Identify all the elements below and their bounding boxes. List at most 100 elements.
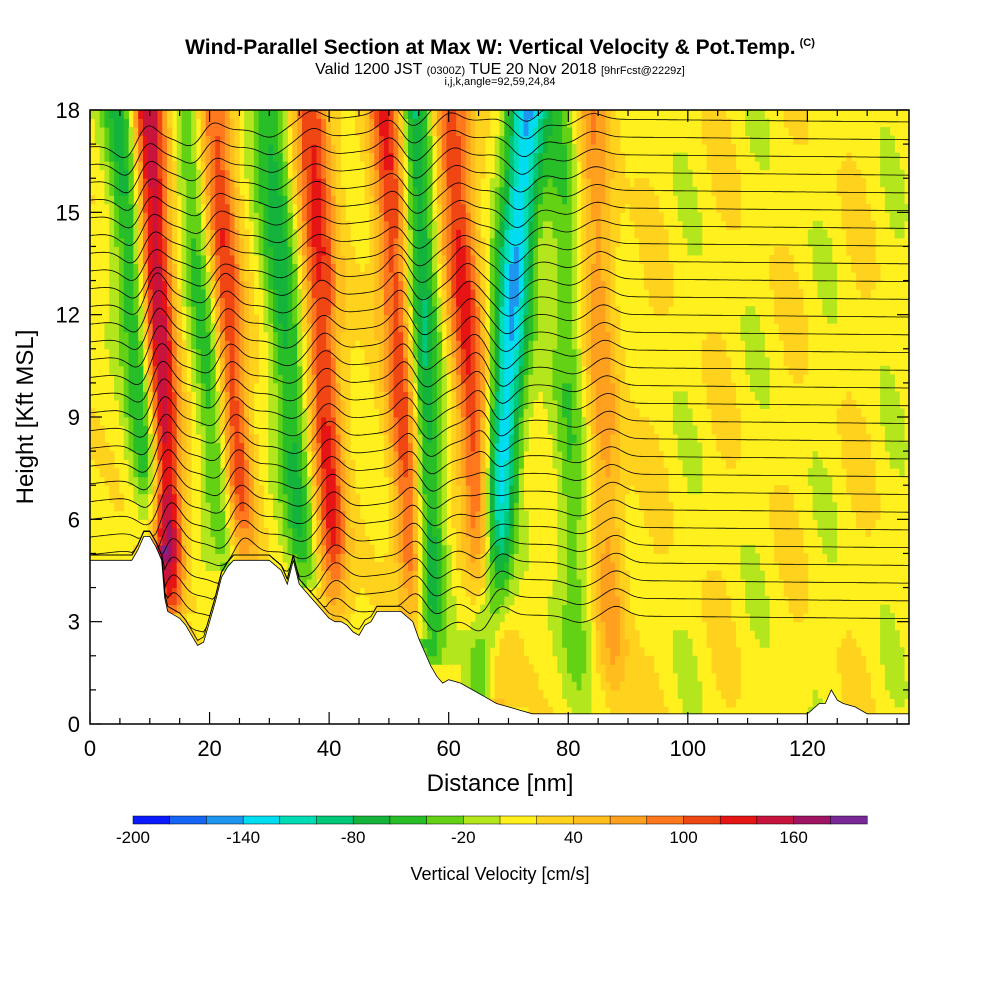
velocity-cell [171, 272, 178, 282]
velocity-cell [388, 144, 394, 154]
velocity-cell [605, 323, 616, 333]
velocity-cell [388, 254, 394, 264]
velocity-cell [581, 579, 587, 589]
velocity-cell [432, 425, 438, 435]
velocity-cell [605, 289, 611, 299]
velocity-cell [586, 220, 597, 230]
velocity-cell [465, 135, 471, 145]
velocity-cell [297, 178, 303, 188]
velocity-cell [460, 161, 467, 171]
velocity-cell [538, 127, 544, 137]
velocity-cell [152, 195, 158, 205]
velocity-cell [774, 314, 809, 324]
velocity-cell [451, 220, 467, 230]
velocity-cell [533, 178, 539, 188]
velocity-cell [489, 553, 496, 563]
velocity-cell [248, 289, 255, 299]
velocity-cell [412, 519, 418, 529]
colorbar-swatch [536, 815, 574, 825]
velocity-cell [432, 365, 438, 375]
velocity-cell [586, 229, 597, 239]
velocity-cell [244, 382, 250, 392]
velocity-cell [403, 348, 409, 358]
velocity-cell [465, 451, 481, 461]
velocity-cell [422, 382, 433, 392]
velocity-cell [171, 314, 178, 324]
velocity-cell [181, 442, 187, 452]
velocity-cell [436, 135, 443, 145]
velocity-cell [518, 382, 524, 392]
velocity-cell [118, 306, 125, 316]
velocity-cell [485, 340, 491, 350]
velocity-cell [181, 220, 187, 230]
velocity-cell [388, 246, 394, 256]
y-tick-label: 15 [56, 200, 80, 225]
velocity-cell [359, 135, 366, 145]
velocity-cell [186, 570, 192, 580]
velocity-cell [340, 220, 351, 230]
velocity-cell [576, 544, 587, 554]
velocity-cell [523, 246, 529, 256]
velocity-cell [326, 331, 332, 341]
velocity-cell [562, 681, 577, 691]
velocity-cell [513, 493, 520, 503]
velocity-cell [229, 382, 235, 392]
velocity-cell [504, 579, 510, 589]
velocity-cell [167, 178, 173, 188]
velocity-cell [465, 408, 476, 418]
velocity-cell [841, 442, 871, 452]
velocity-cell [615, 382, 621, 392]
velocity-cell [509, 493, 515, 503]
velocity-cell [176, 382, 182, 392]
velocity-cell [326, 195, 332, 205]
velocity-cell [316, 110, 322, 120]
velocity-cell [538, 195, 544, 205]
velocity-cell [475, 280, 481, 290]
velocity-cell [220, 237, 226, 247]
velocity-cell [451, 186, 462, 196]
velocity-cell [171, 348, 178, 358]
velocity-cell [186, 263, 192, 273]
velocity-cell [268, 314, 274, 324]
velocity-cell [220, 272, 235, 282]
velocity-cell [398, 570, 404, 580]
velocity-cell [470, 493, 481, 503]
velocity-cell [615, 502, 626, 512]
velocity-cell [277, 527, 284, 537]
velocity-cell [581, 135, 587, 145]
velocity-cell [407, 152, 414, 162]
velocity-cell [769, 510, 799, 520]
velocity-cell [436, 118, 443, 128]
velocity-cell [422, 118, 428, 128]
velocity-cell [465, 186, 471, 196]
velocity-cell [581, 340, 587, 350]
velocity-cell [460, 323, 471, 333]
velocity-cell [316, 169, 322, 179]
velocity-cell [128, 391, 144, 401]
velocity-cell [210, 220, 216, 230]
velocity-cell [499, 246, 505, 256]
velocity-cell [412, 314, 418, 324]
velocity-cell [388, 544, 394, 554]
velocity-cell [432, 527, 443, 537]
velocity-cell [672, 408, 693, 418]
velocity-cell [480, 459, 486, 469]
velocity-cell [600, 630, 606, 640]
velocity-cell [282, 468, 288, 478]
velocity-cell [841, 161, 857, 171]
velocity-cell [538, 272, 558, 282]
velocity-cell [557, 664, 568, 674]
velocity-cell [595, 510, 616, 520]
velocity-cell [581, 451, 587, 461]
velocity-cell [326, 186, 332, 196]
velocity-cell [152, 314, 168, 324]
velocity-cell [277, 135, 284, 145]
velocity-cell [513, 152, 520, 162]
velocity-cell [475, 110, 491, 120]
velocity-cell [571, 212, 577, 222]
velocity-cell [311, 152, 317, 162]
velocity-cell [403, 510, 414, 520]
velocity-cell [475, 186, 481, 196]
velocity-cell [441, 110, 447, 120]
velocity-cell [268, 254, 274, 264]
